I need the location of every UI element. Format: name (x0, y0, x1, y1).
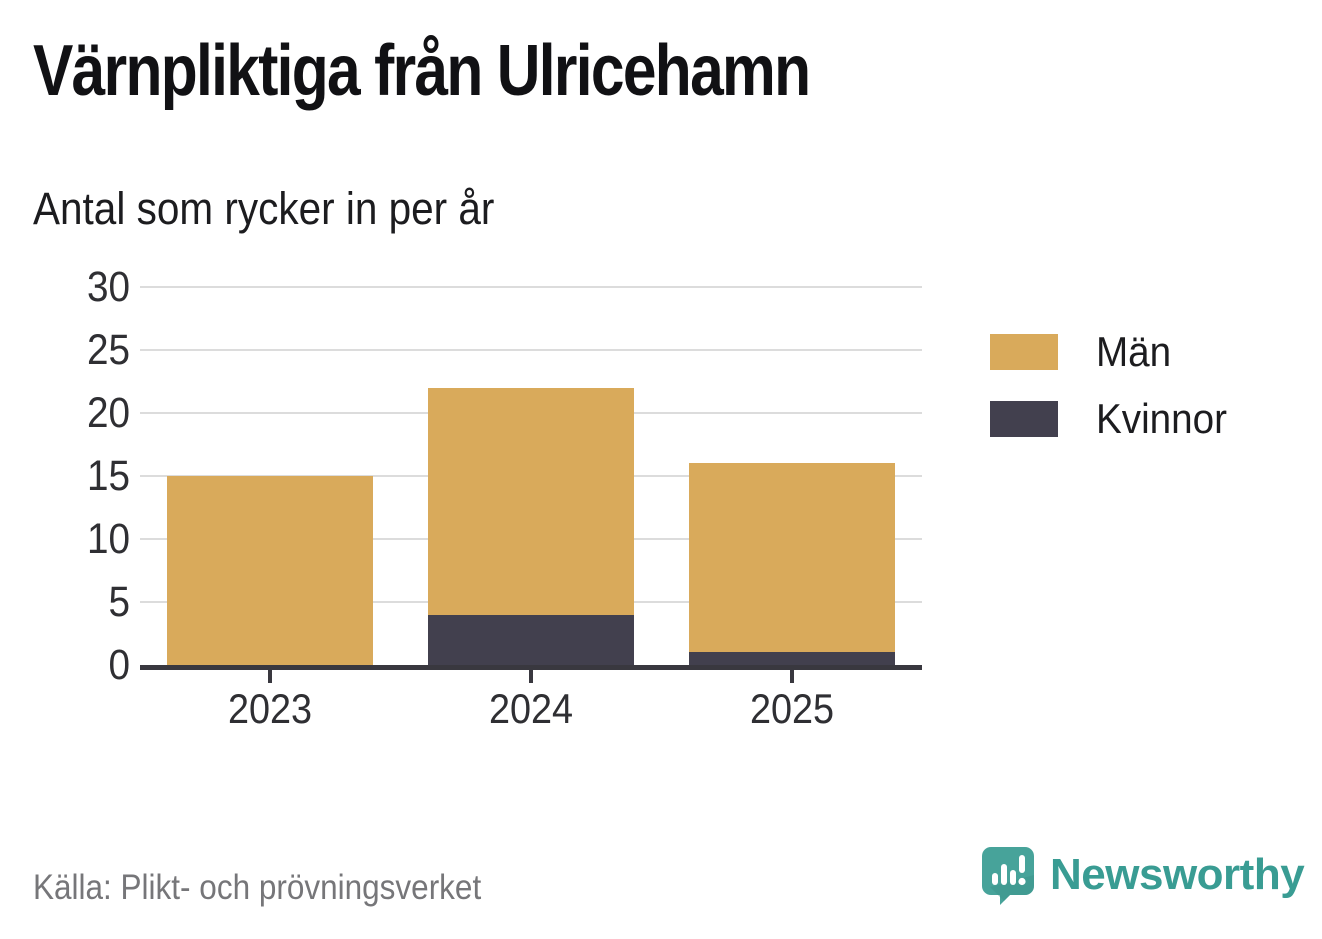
brand-logo: Newsworthy (980, 845, 1305, 907)
x-axis-tick (268, 670, 273, 683)
bar-segment-män-2023 (167, 476, 374, 665)
chart-subtitle: Antal som rycker in per år (33, 183, 495, 234)
x-tick-label: 2023 (228, 685, 313, 732)
legend-item-men: Män (990, 328, 1238, 376)
y-tick-label: 20 (86, 389, 130, 437)
legend-swatch-women (990, 401, 1058, 437)
bar-group-2023 (167, 287, 374, 665)
x-axis-tick (529, 670, 533, 683)
bar-group-2025 (688, 287, 895, 665)
y-tick-label: 25 (86, 326, 130, 374)
chart-title: Värnpliktiga från Ulricehamn (33, 31, 811, 111)
brand-name: Newsworthy (1050, 850, 1305, 899)
gridline (140, 286, 922, 288)
bar-segment-män-2025 (688, 463, 895, 653)
bar-group-2024 (428, 287, 634, 665)
y-tick-label: 10 (86, 515, 130, 563)
bar-segment-män-2024 (428, 387, 634, 615)
x-tick-label: 2024 (488, 685, 574, 732)
y-tick-label: 5 (108, 578, 130, 626)
plot-area: 2023 2024 2025 (140, 286, 922, 732)
x-tick-label: 2025 (749, 685, 834, 732)
speech-bubble-bar-chart-icon (982, 847, 1034, 905)
y-tick-label: 0 (108, 641, 130, 689)
source-note: Källa: Plikt- och prövningsverket (33, 868, 482, 907)
legend-item-women: Kvinnor (990, 395, 1238, 443)
y-axis: 0 5 10 15 20 25 30 (40, 266, 130, 687)
x-axis-tick (789, 670, 794, 683)
legend-label-men: Män (1096, 328, 1172, 375)
y-tick-label: 30 (86, 263, 130, 311)
bar-segment-kvinnor-2025 (688, 652, 895, 665)
bar-segment-kvinnor-2024 (428, 614, 634, 665)
legend: Män Kvinnor (990, 328, 1238, 462)
y-tick-label: 15 (86, 452, 130, 500)
gridline (140, 349, 922, 351)
legend-swatch-men (990, 334, 1058, 370)
legend-label-women: Kvinnor (1096, 395, 1228, 442)
